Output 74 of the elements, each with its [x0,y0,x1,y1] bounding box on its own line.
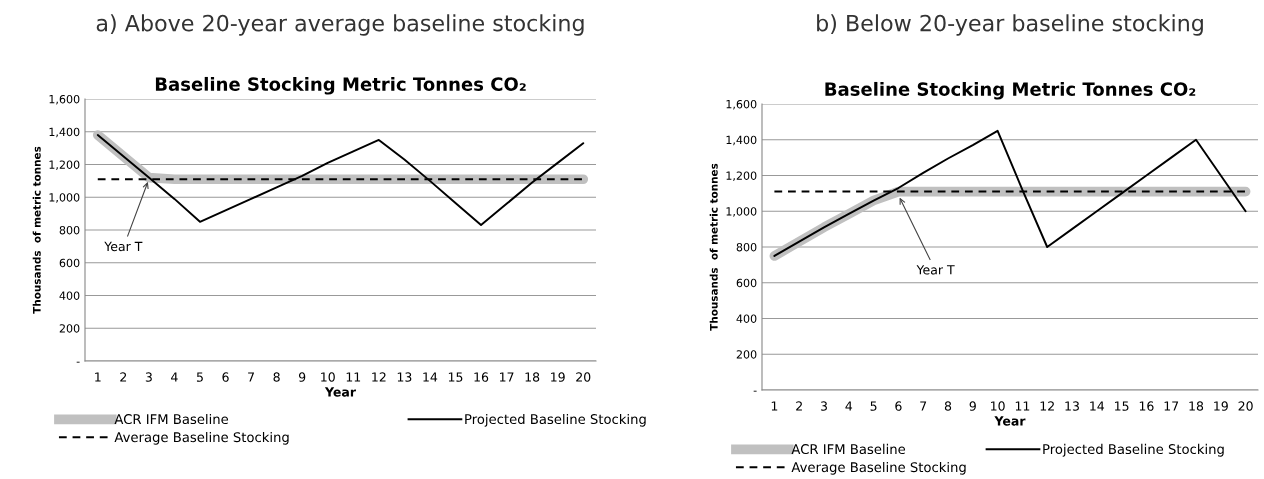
x-tick-label: 15 [1115,401,1129,411]
x-tick-label: 18 [525,372,540,382]
x-tick-label: 1 [771,401,778,411]
annotation: Year T [104,241,143,252]
y-tick-label: 1,400 [726,135,757,146]
x-tick-label: 2 [796,401,802,411]
x-tick-label: 11 [346,372,361,382]
x-tick-label: 13 [397,372,412,382]
x-tick-label: 8 [944,401,952,411]
y-tick-label: 1,200 [49,160,80,171]
y-tick-label: 400 [736,314,757,323]
y-tick-label: 1,000 [726,207,757,217]
x-tick-label: 1 [95,372,101,382]
legend-label: Average Baseline Stocking [114,431,289,445]
x-tick-label: 14 [423,372,438,382]
x-tick-label: 17 [1164,401,1179,411]
x-tick-label: 19 [551,372,565,382]
x-tick-label: 16 [1139,401,1154,411]
x-tick-label: 20 [576,372,591,382]
x-tick-label: 13 [1065,401,1079,411]
x-tick-label: 4 [845,401,853,411]
x-tick-label: 15 [448,372,463,382]
y-tick-label: 400 [59,291,80,300]
x-tick-label: 10 [321,372,335,382]
x-axis-title: Year [994,416,1026,426]
chart-subtitle: Baseline Stocking Metric Tonnes CO₂ [825,81,1196,100]
legend-label: ACR IFM Baseline [791,443,906,455]
annotation: Year T [916,265,955,275]
x-tick-label: 9 [969,401,976,411]
x-tick-label: 12 [372,372,386,382]
y-tick-label: 200 [736,350,757,359]
x-tick-label: 3 [145,372,152,382]
x-tick-label: 18 [1189,401,1204,411]
y-tick-label: 800 [59,225,80,235]
y-tick-label: 1,600 [726,99,757,110]
x-tick-label: 3 [820,401,827,411]
y-tick-label: 600 [736,278,757,288]
y-tick-label: 800 [736,242,757,252]
x-tick-label: 12 [1040,401,1054,411]
x-tick-label: 6 [895,401,902,411]
legend-label: Projected Baseline Stocking [1043,443,1224,457]
x-tick-label: 14 [1090,401,1105,411]
x-tick-label: 20 [1238,401,1253,411]
chart-title: a) Above 20-year average baseline stocking [96,14,584,36]
y-tick-label: 1,200 [726,171,757,182]
x-tick-label: 5 [870,401,877,411]
y-axis-title: Thousands of metric tonnes [709,163,718,331]
y-tick-label: 600 [59,258,80,268]
chart-title: b) Below 20-year baseline stocking [817,14,1203,36]
x-tick-label: 6 [222,372,229,382]
x-tick-label: 4 [171,372,178,382]
y-tick-label: 1,000 [49,193,80,203]
legend-label: Average Baseline Stocking [791,461,966,475]
x-tick-label: 16 [474,372,489,382]
chart-subtitle: Baseline Stocking Metric Tonnes CO₂ [155,76,526,95]
x-axis-title: Year [324,387,356,397]
x-tick-label: 8 [273,372,280,382]
legend-label: Projected Baseline Stocking [465,413,646,427]
y-tick-label: 1,400 [49,127,80,138]
y-axis-title: Thousands of metric tonnes [32,146,41,314]
y-tick-label: - [753,390,757,392]
x-tick-label: 11 [1015,401,1030,411]
x-tick-label: 7 [248,372,254,382]
x-tick-label: 19 [1214,401,1228,411]
y-tick-label: 1,600 [49,94,80,105]
legend-label: ACR IFM Baseline [114,413,229,425]
x-tick-label: 2 [120,372,127,382]
y-tick-label: - [76,361,80,363]
x-tick-label: 7 [920,401,927,411]
x-tick-label: 5 [196,372,203,382]
x-tick-label: 10 [991,401,1005,411]
x-tick-label: 9 [298,372,306,382]
y-tick-label: 200 [59,324,80,333]
x-tick-label: 17 [499,372,514,382]
